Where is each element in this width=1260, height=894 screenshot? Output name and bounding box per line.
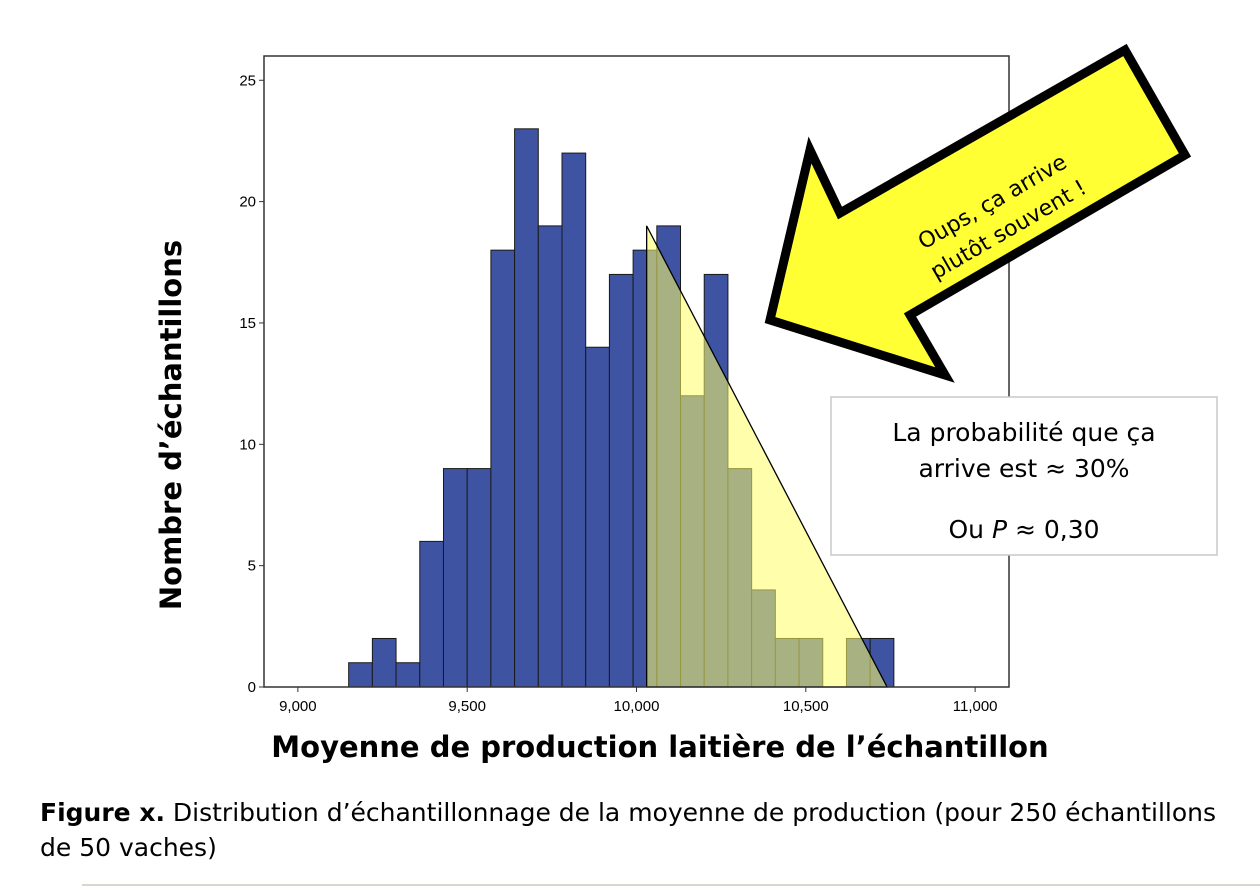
histogram-bar (371, 637, 397, 688)
probability-line3-suffix: ≈ 0,30 (1007, 515, 1100, 544)
probability-line3-prefix: Ou (948, 515, 991, 544)
histogram-bar (442, 468, 468, 688)
probability-line3: Ou P ≈ 0,30 (948, 515, 1099, 544)
x-tick-label: 10,000 (614, 698, 660, 715)
histogram-bar (395, 662, 421, 688)
histogram-bar (608, 273, 634, 688)
y-tick-label: 20 (239, 194, 256, 211)
x-tick-label: 9,000 (279, 698, 317, 715)
x-tick-label: 11,000 (953, 698, 998, 715)
callout-arrow: Oups, ça arrive plutôt souvent ! (764, 43, 1192, 383)
x-axis-title: Moyenne de production laitière de l’écha… (271, 730, 1048, 764)
histogram-bar (490, 249, 516, 688)
histogram-bar (514, 128, 539, 688)
histogram-bar (466, 468, 492, 688)
x-tick-label: 10,500 (783, 698, 829, 715)
y-tick-label: 10 (239, 436, 256, 453)
probability-line1: La probabilité que ça (892, 418, 1155, 447)
y-tick-label: 0 (248, 679, 256, 696)
y-tick-label: 5 (248, 558, 256, 575)
histogram-bar (537, 225, 563, 688)
figure-caption-label: Figure x. (40, 798, 165, 827)
y-tick-label: 25 (239, 72, 256, 89)
figure-caption: Figure x. Distribution d’échantillonnage… (40, 795, 1240, 865)
probability-line2: arrive est ≈ 30% (918, 454, 1129, 483)
histogram-bar (561, 152, 587, 688)
probability-line3-variable: P (992, 515, 1008, 544)
histogram-bar (585, 346, 610, 688)
histogram-bar (348, 662, 373, 688)
figure-caption-text: Distribution d’échantillonnage de la moy… (40, 798, 1217, 862)
y-axis-title: Nombre d’échantillons (154, 240, 188, 610)
histogram-bar (419, 540, 444, 688)
callout-arrow-shape (764, 43, 1192, 383)
probability-box: La probabilité que ça arrive est ≈ 30% O… (830, 396, 1218, 556)
x-tick-label: 9,500 (448, 698, 486, 715)
ticks-layer: 9,000 9,500 10,000 10,500 11,000 0 5 10 15 20 25 (239, 72, 997, 715)
y-tick-label: 15 (239, 315, 256, 332)
bottom-divider (82, 884, 1260, 886)
